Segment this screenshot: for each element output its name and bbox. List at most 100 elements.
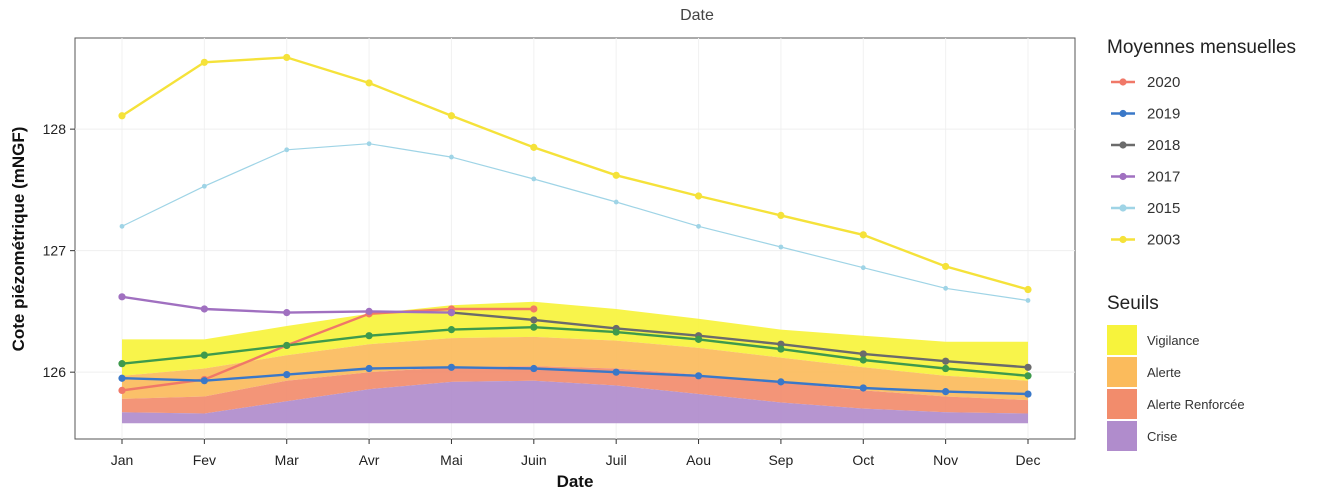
data-point-2015 — [531, 176, 537, 182]
legend-swatch — [1107, 389, 1137, 419]
x-tick-label: Nov — [933, 452, 958, 468]
x-tick-label: Mai — [440, 452, 463, 468]
legend-label: 2020 — [1147, 74, 1180, 91]
data-point-unnamed — [612, 328, 620, 336]
legend-label: 2019 — [1147, 106, 1180, 123]
data-point-2019 — [200, 377, 208, 385]
data-point-2015 — [201, 183, 207, 189]
data-point-2003 — [859, 231, 867, 239]
series-line-unnamed — [121, 325, 1029, 377]
x-tick-label: Sep — [768, 452, 793, 468]
legend-swatch — [1107, 421, 1137, 451]
data-point-2015 — [860, 265, 866, 271]
band-alerte — [122, 336, 1028, 401]
data-point-2017 — [447, 309, 456, 317]
data-point-2017 — [200, 305, 208, 313]
legend-label: Alerte — [1147, 365, 1181, 380]
thresholds-legend-title: Seuils — [1107, 293, 1159, 314]
legend-key-point — [1119, 109, 1127, 118]
data-point-2019 — [283, 370, 291, 379]
data-point-2020 — [118, 386, 126, 394]
data-point-2018 — [859, 350, 867, 358]
y-axis: 126 127 128 — [43, 121, 75, 380]
data-point-2015 — [696, 223, 701, 229]
legend-key-point — [1119, 235, 1127, 244]
chart-title: Date — [680, 7, 714, 24]
data-point-2003 — [694, 192, 703, 200]
data-point-2018 — [530, 316, 538, 324]
x-tick-label: Avr — [359, 452, 380, 468]
data-point-2018 — [942, 357, 950, 365]
data-point-2003 — [447, 112, 456, 120]
data-point-unnamed — [859, 356, 867, 364]
x-tick-label: Oct — [852, 452, 874, 468]
data-point-unnamed — [200, 351, 208, 359]
data-point-2015 — [449, 154, 454, 160]
data-point-2015 — [1025, 298, 1031, 303]
data-point-2019 — [365, 364, 373, 373]
legend-swatch — [1107, 357, 1137, 387]
data-point-2003 — [283, 53, 291, 62]
data-point-2019 — [942, 388, 950, 396]
legend-label: Alerte Renforcée — [1147, 397, 1245, 412]
x-tick-label: Dec — [1016, 452, 1041, 468]
data-point-2019 — [1024, 390, 1032, 398]
legend-thresholds: Vigilance Alerte Alerte Renforcée Crise — [1107, 325, 1245, 451]
data-point-2015 — [943, 285, 949, 291]
data-point-2019 — [612, 368, 620, 376]
data-point-2019 — [777, 378, 785, 386]
data-point-2017 — [283, 309, 291, 317]
y-tick-label: 126 — [43, 364, 67, 380]
data-point-2018 — [1024, 363, 1032, 371]
data-point-unnamed — [365, 332, 373, 340]
data-point-2019 — [694, 372, 703, 380]
series-line-2003 — [121, 56, 1029, 291]
series-lines — [121, 56, 1029, 396]
data-point-2003 — [1024, 285, 1032, 294]
data-point-2015 — [613, 199, 619, 205]
data-point-2015 — [119, 223, 125, 229]
legend-label: Vigilance — [1147, 333, 1200, 348]
y-tick-label: 127 — [43, 243, 67, 259]
data-point-2015 — [366, 141, 372, 147]
data-point-unnamed — [283, 341, 291, 350]
data-point-2019 — [447, 363, 456, 371]
legend-label: 2015 — [1147, 200, 1180, 217]
data-point-unnamed — [530, 323, 538, 331]
legend-label: Crise — [1147, 429, 1177, 444]
series-line-2015 — [121, 143, 1029, 302]
data-point-2015 — [284, 147, 290, 153]
data-point-2003 — [365, 79, 373, 87]
band-crise — [122, 380, 1028, 424]
data-point-2017 — [365, 307, 373, 316]
data-point-unnamed — [694, 335, 703, 343]
data-point-unnamed — [1024, 372, 1032, 380]
data-point-2017 — [118, 293, 126, 301]
x-axis-title: Date — [557, 472, 594, 491]
legend-title: Moyennes mensuelles — [1107, 37, 1296, 58]
legend-key-point — [1119, 172, 1127, 181]
x-tick-label: Aou — [686, 452, 711, 468]
legend-label: 2017 — [1147, 169, 1180, 186]
y-tick-label: 128 — [43, 121, 67, 137]
x-tick-label: Juin — [521, 452, 547, 468]
data-point-2003 — [612, 171, 620, 179]
data-point-unnamed — [447, 326, 456, 334]
data-point-2003 — [777, 211, 785, 220]
data-point-2019 — [530, 364, 538, 373]
data-point-2003 — [530, 143, 538, 151]
data-point-unnamed — [777, 345, 785, 353]
series-line-2018 — [451, 311, 1029, 369]
series-points — [118, 53, 1032, 398]
band-alerte-renforcee — [122, 366, 1028, 414]
x-tick-label: Fev — [193, 452, 216, 468]
data-point-2003 — [118, 112, 126, 120]
x-axis: Jan Fev Mar Avr Mai Juin Juil Aou Sep Oct Nov Dec — [111, 439, 1041, 468]
x-tick-label: Juil — [606, 452, 627, 468]
data-point-2003 — [200, 58, 208, 66]
data-point-unnamed — [118, 360, 126, 368]
y-axis-title: Cote piézométrique (mNGF) — [9, 127, 28, 352]
legend-swatch — [1107, 325, 1137, 355]
data-point-2015 — [778, 244, 784, 250]
